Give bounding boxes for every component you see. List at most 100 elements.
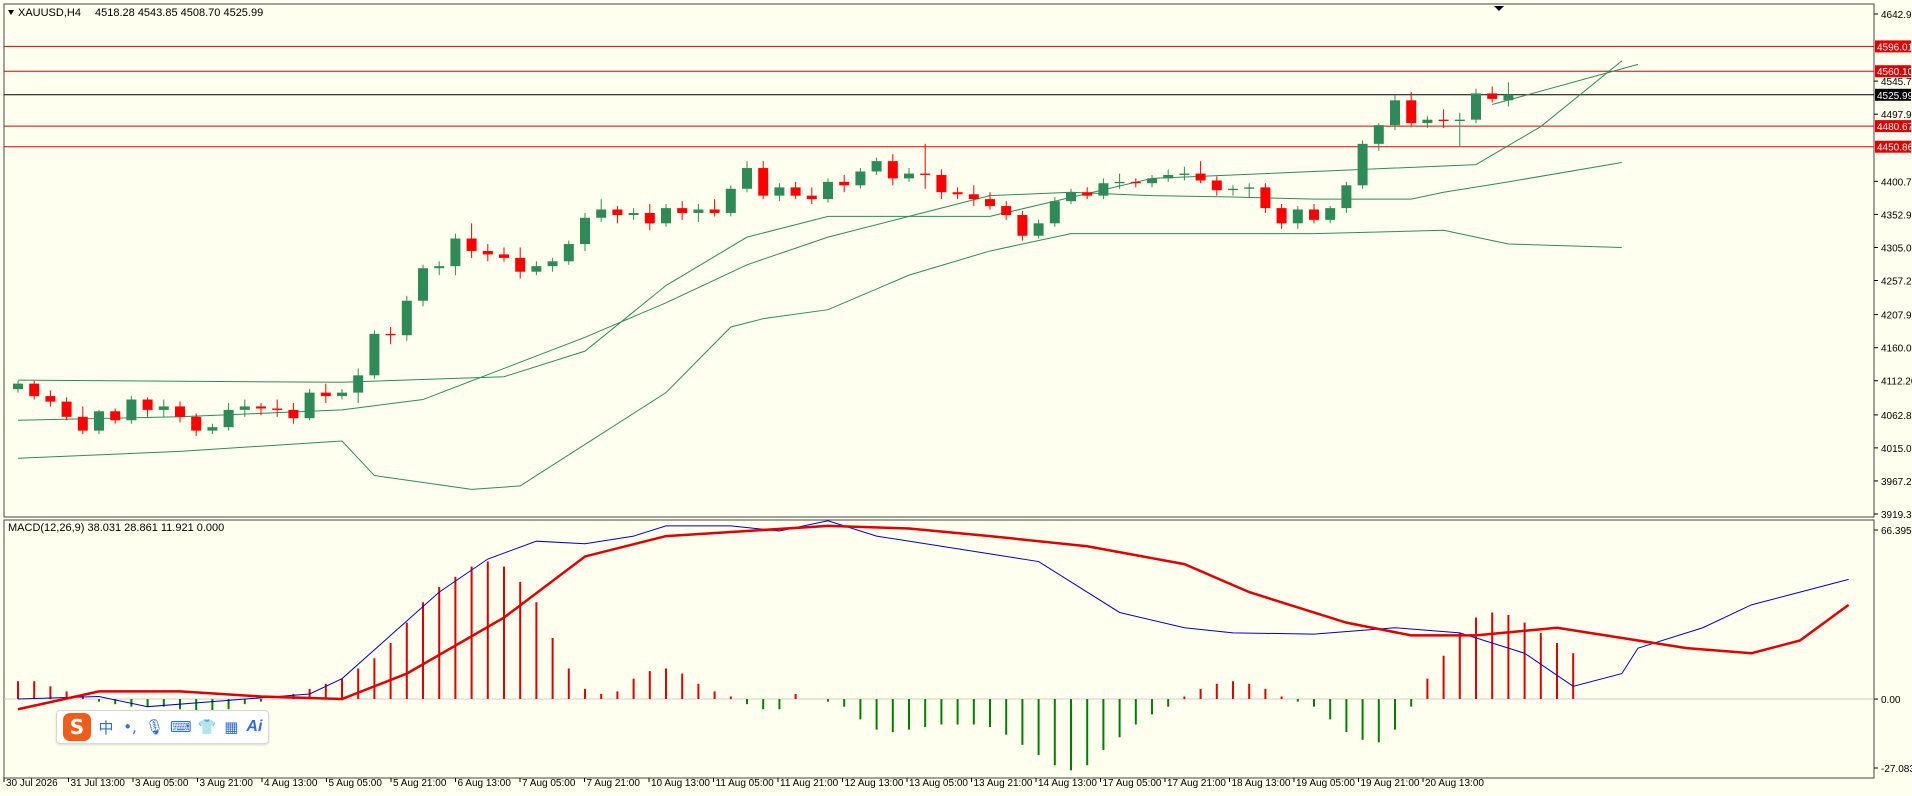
candle[interactable] xyxy=(61,397,72,421)
candle[interactable] xyxy=(985,192,995,210)
candle[interactable] xyxy=(677,201,688,220)
candle[interactable] xyxy=(385,326,396,345)
candle[interactable] xyxy=(288,402,299,424)
candle[interactable] xyxy=(418,264,428,307)
candle[interactable] xyxy=(1422,116,1433,128)
candle[interactable] xyxy=(337,389,347,400)
candle[interactable] xyxy=(434,261,445,276)
candle[interactable] xyxy=(855,168,866,189)
candle[interactable] xyxy=(1017,210,1028,241)
candle[interactable] xyxy=(272,399,283,417)
microphone-icon[interactable]: 🎙 xyxy=(145,718,165,736)
candle[interactable] xyxy=(1454,112,1465,148)
candle[interactable] xyxy=(175,401,185,423)
candle[interactable] xyxy=(223,402,234,431)
candle[interactable] xyxy=(1390,95,1400,131)
candle[interactable] xyxy=(45,390,56,407)
candle[interactable] xyxy=(304,389,315,421)
macd-pane[interactable] xyxy=(4,520,1874,771)
candle[interactable] xyxy=(1082,187,1093,200)
candle[interactable] xyxy=(353,368,364,403)
candle[interactable] xyxy=(1406,92,1417,127)
candle[interactable] xyxy=(142,397,153,417)
candle[interactable] xyxy=(887,154,898,186)
candle[interactable] xyxy=(920,143,931,189)
candle[interactable] xyxy=(1195,161,1206,184)
candle[interactable] xyxy=(758,161,769,200)
candle[interactable] xyxy=(320,383,331,403)
candle[interactable] xyxy=(1487,86,1498,103)
candle[interactable] xyxy=(515,247,526,279)
candle[interactable] xyxy=(1373,123,1384,151)
candle[interactable] xyxy=(401,295,412,341)
candle[interactable] xyxy=(839,174,850,193)
candle[interactable] xyxy=(1001,201,1012,220)
candle[interactable] xyxy=(369,330,380,379)
candle[interactable] xyxy=(871,157,882,175)
candle[interactable] xyxy=(1179,166,1190,181)
candle[interactable] xyxy=(823,178,833,203)
candle[interactable] xyxy=(1066,188,1076,204)
ime-toolbar[interactable]: S 中 •, 🎙 ⌨ 👕 ▦ Ai xyxy=(56,710,270,744)
punctuation-icon[interactable]: •, xyxy=(123,718,137,736)
candle[interactable] xyxy=(1147,174,1157,188)
candle[interactable] xyxy=(904,168,914,182)
candle[interactable] xyxy=(450,233,461,276)
candle[interactable] xyxy=(1033,219,1044,239)
candle[interactable] xyxy=(207,423,218,435)
candle[interactable] xyxy=(1341,181,1352,213)
candle[interactable] xyxy=(1098,178,1109,200)
candle[interactable] xyxy=(1130,178,1141,188)
candle[interactable] xyxy=(968,185,979,207)
candle[interactable] xyxy=(742,161,752,193)
sogou-logo-icon[interactable]: S xyxy=(63,713,91,741)
candle[interactable] xyxy=(580,212,590,251)
candle[interactable] xyxy=(547,257,558,272)
candle[interactable] xyxy=(563,240,574,265)
candle[interactable] xyxy=(1114,173,1125,189)
candle[interactable] xyxy=(644,203,655,231)
candle[interactable] xyxy=(1211,176,1222,196)
candle[interactable] xyxy=(661,203,671,227)
candle[interactable] xyxy=(499,247,509,262)
candle[interactable] xyxy=(482,244,493,262)
candle[interactable] xyxy=(628,208,639,220)
candle[interactable] xyxy=(790,181,801,200)
candle[interactable] xyxy=(531,261,542,276)
candle[interactable] xyxy=(936,169,947,200)
symbol-dropdown-icon[interactable] xyxy=(8,10,14,15)
candle[interactable] xyxy=(94,409,104,435)
candle[interactable] xyxy=(1438,109,1449,128)
candle[interactable] xyxy=(239,399,250,417)
price-pane[interactable] xyxy=(4,45,1874,490)
ai-assistant-icon[interactable]: Ai xyxy=(246,718,263,735)
candle[interactable] xyxy=(126,396,137,424)
shift-marker-icon[interactable] xyxy=(1494,6,1504,11)
chinese-mode-icon[interactable]: 中 xyxy=(98,718,114,737)
candle[interactable] xyxy=(1228,185,1238,196)
trend-line[interactable] xyxy=(1492,63,1639,105)
candle[interactable] xyxy=(1503,82,1514,107)
candle[interactable] xyxy=(466,223,477,258)
candle[interactable] xyxy=(596,199,607,222)
candle[interactable] xyxy=(952,187,963,200)
candle[interactable] xyxy=(77,406,88,435)
candle[interactable] xyxy=(1244,183,1255,198)
candle[interactable] xyxy=(1260,183,1271,213)
candle[interactable] xyxy=(1309,203,1319,224)
candle[interactable] xyxy=(1357,140,1368,189)
candle[interactable] xyxy=(774,183,785,202)
candle[interactable] xyxy=(256,402,266,416)
candle[interactable] xyxy=(1292,206,1303,229)
candle[interactable] xyxy=(725,185,736,217)
candle[interactable] xyxy=(13,380,23,393)
candle[interactable] xyxy=(1049,197,1060,227)
toolbox-icon[interactable]: ▦ xyxy=(224,718,239,736)
candle[interactable] xyxy=(709,199,720,217)
candle[interactable] xyxy=(612,206,623,224)
candle[interactable] xyxy=(806,187,817,204)
candle[interactable] xyxy=(693,203,704,222)
candle[interactable] xyxy=(158,399,169,417)
candle[interactable] xyxy=(1276,203,1287,229)
